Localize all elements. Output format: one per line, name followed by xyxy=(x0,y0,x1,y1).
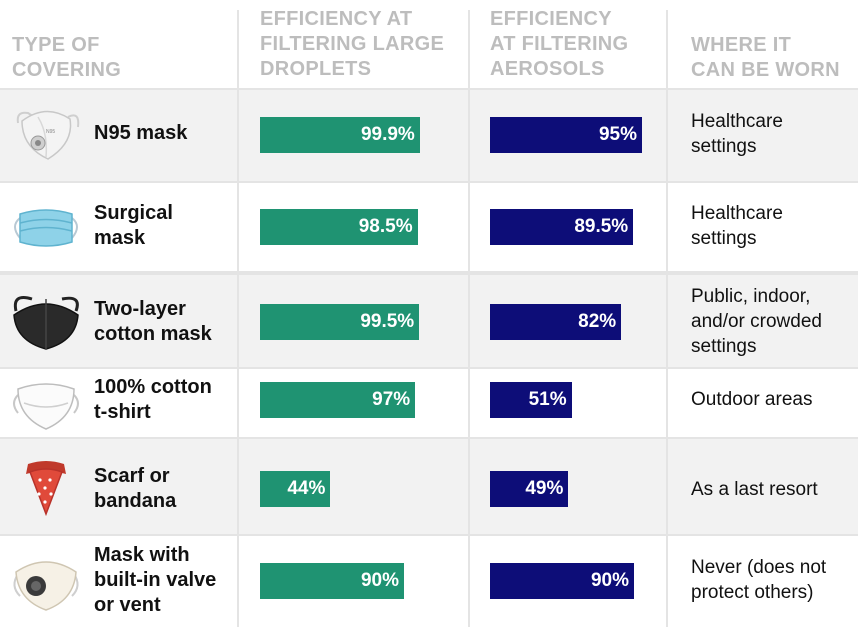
tshirt-mask-icon xyxy=(13,383,79,430)
row-divider xyxy=(0,367,858,369)
where-worn: Public, indoor, and/or crowded settings xyxy=(691,286,822,357)
row-band xyxy=(0,369,858,437)
aerosol-bar xyxy=(490,304,622,340)
aerosol-value-label: 89.5% xyxy=(574,216,629,237)
droplet-bar xyxy=(260,304,420,340)
droplet-value-label: 97% xyxy=(372,389,411,410)
header-type-of-covering: TYPE OF COVERING xyxy=(12,34,122,81)
aerosol-bar xyxy=(490,382,572,418)
aerosol-value-label: 95% xyxy=(598,124,637,145)
row-band xyxy=(0,439,858,534)
row-band xyxy=(0,183,858,271)
droplet-bar xyxy=(260,471,331,507)
row-band xyxy=(0,275,858,367)
covering-name: Scarf or bandana xyxy=(94,465,177,512)
aerosol-value-label: 90% xyxy=(590,570,629,591)
cloth-mask-icon xyxy=(13,296,79,350)
covering-name: N95 mask xyxy=(94,122,188,144)
where-worn: Never (does not protect others) xyxy=(691,557,827,603)
aerosol-value-label: 49% xyxy=(525,478,564,499)
aerosol-bar xyxy=(490,471,569,507)
header-aerosols: EFFICIENCY AT FILTERING AEROSOLS xyxy=(490,8,629,80)
column-divider xyxy=(237,10,239,627)
valve-mask-icon xyxy=(13,561,79,611)
n95-mask-icon: N95 xyxy=(16,110,80,160)
bandana-icon xyxy=(26,461,66,517)
covering-name: Surgical mask xyxy=(94,202,173,249)
row-divider xyxy=(0,88,858,90)
droplet-value-label: 98.5% xyxy=(358,216,413,237)
row-divider xyxy=(0,181,858,183)
aerosol-bar xyxy=(490,209,634,245)
droplet-bar xyxy=(260,209,418,245)
row-band xyxy=(0,90,858,181)
where-worn: As a last resort xyxy=(691,479,818,500)
row-divider xyxy=(0,534,858,536)
aerosol-value-label: 82% xyxy=(578,311,617,332)
droplet-bar xyxy=(260,563,404,599)
row-divider xyxy=(0,271,858,275)
droplet-bar xyxy=(260,382,416,418)
covering-name: Two-layer cotton mask xyxy=(94,298,212,345)
covering-name: Mask with built-in valve or vent xyxy=(94,544,217,616)
column-divider xyxy=(468,10,470,627)
droplet-value-label: 44% xyxy=(287,478,326,499)
svg-text:N95: N95 xyxy=(46,129,55,135)
aerosol-value-label: 51% xyxy=(528,389,567,410)
where-worn: Healthcare settings xyxy=(691,203,783,249)
droplet-value-label: 99.5% xyxy=(360,311,415,332)
row-band xyxy=(0,536,858,627)
aerosol-bar xyxy=(490,563,634,599)
where-worn: Outdoor areas xyxy=(691,389,813,410)
aerosol-bar xyxy=(490,117,642,153)
droplet-value-label: 90% xyxy=(360,570,399,591)
covering-name: 100% cotton t-shirt xyxy=(94,376,212,423)
header-droplets: EFFICIENCY AT FILTERING LARGE DROPLETS xyxy=(260,8,445,80)
row-divider xyxy=(0,437,858,439)
droplet-value-label: 99.9% xyxy=(360,124,415,145)
surgical-mask-icon xyxy=(14,209,78,247)
droplet-bar xyxy=(260,117,420,153)
column-divider xyxy=(666,10,668,627)
where-worn: Healthcare settings xyxy=(691,111,783,157)
header-where-worn: WHERE IT CAN BE WORN xyxy=(691,34,840,81)
